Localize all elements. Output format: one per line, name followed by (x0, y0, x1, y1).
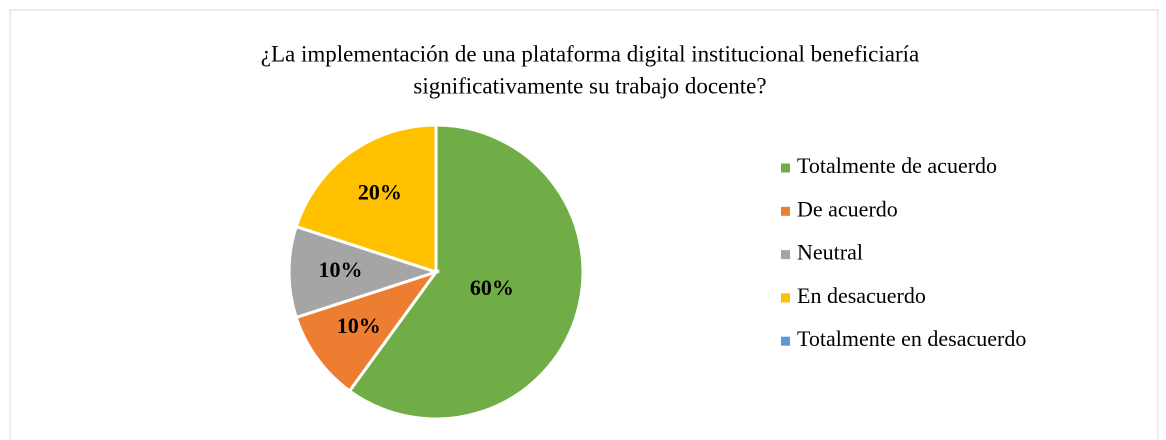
legend-marker (781, 336, 790, 346)
legend-marker (781, 293, 790, 303)
pie-slice (287, 224, 441, 320)
data-label: 10% (337, 313, 381, 338)
legend-label: Neutral (797, 240, 863, 265)
legend-marker (781, 250, 790, 260)
data-label: 20% (358, 180, 402, 205)
legend-label: En desacuerdo (797, 283, 926, 308)
chart-title: ¿La implementación de una plataforma dig… (261, 41, 919, 66)
legend-label: De acuerdo (797, 196, 898, 221)
data-label: 10% (318, 257, 362, 282)
pie-slice (347, 123, 585, 421)
legend-label: Totalmente en desacuerdo (797, 326, 1026, 351)
data-label: 60% (470, 275, 514, 300)
legend-marker (781, 163, 790, 173)
pie-slice (294, 123, 438, 275)
chart-title: significativamente su trabajo docente? (413, 73, 766, 98)
legend-marker (781, 206, 790, 216)
pie-slice (294, 269, 440, 394)
chart-frame (9, 9, 1159, 440)
legend-label: Totalmente de acuerdo (797, 153, 997, 178)
